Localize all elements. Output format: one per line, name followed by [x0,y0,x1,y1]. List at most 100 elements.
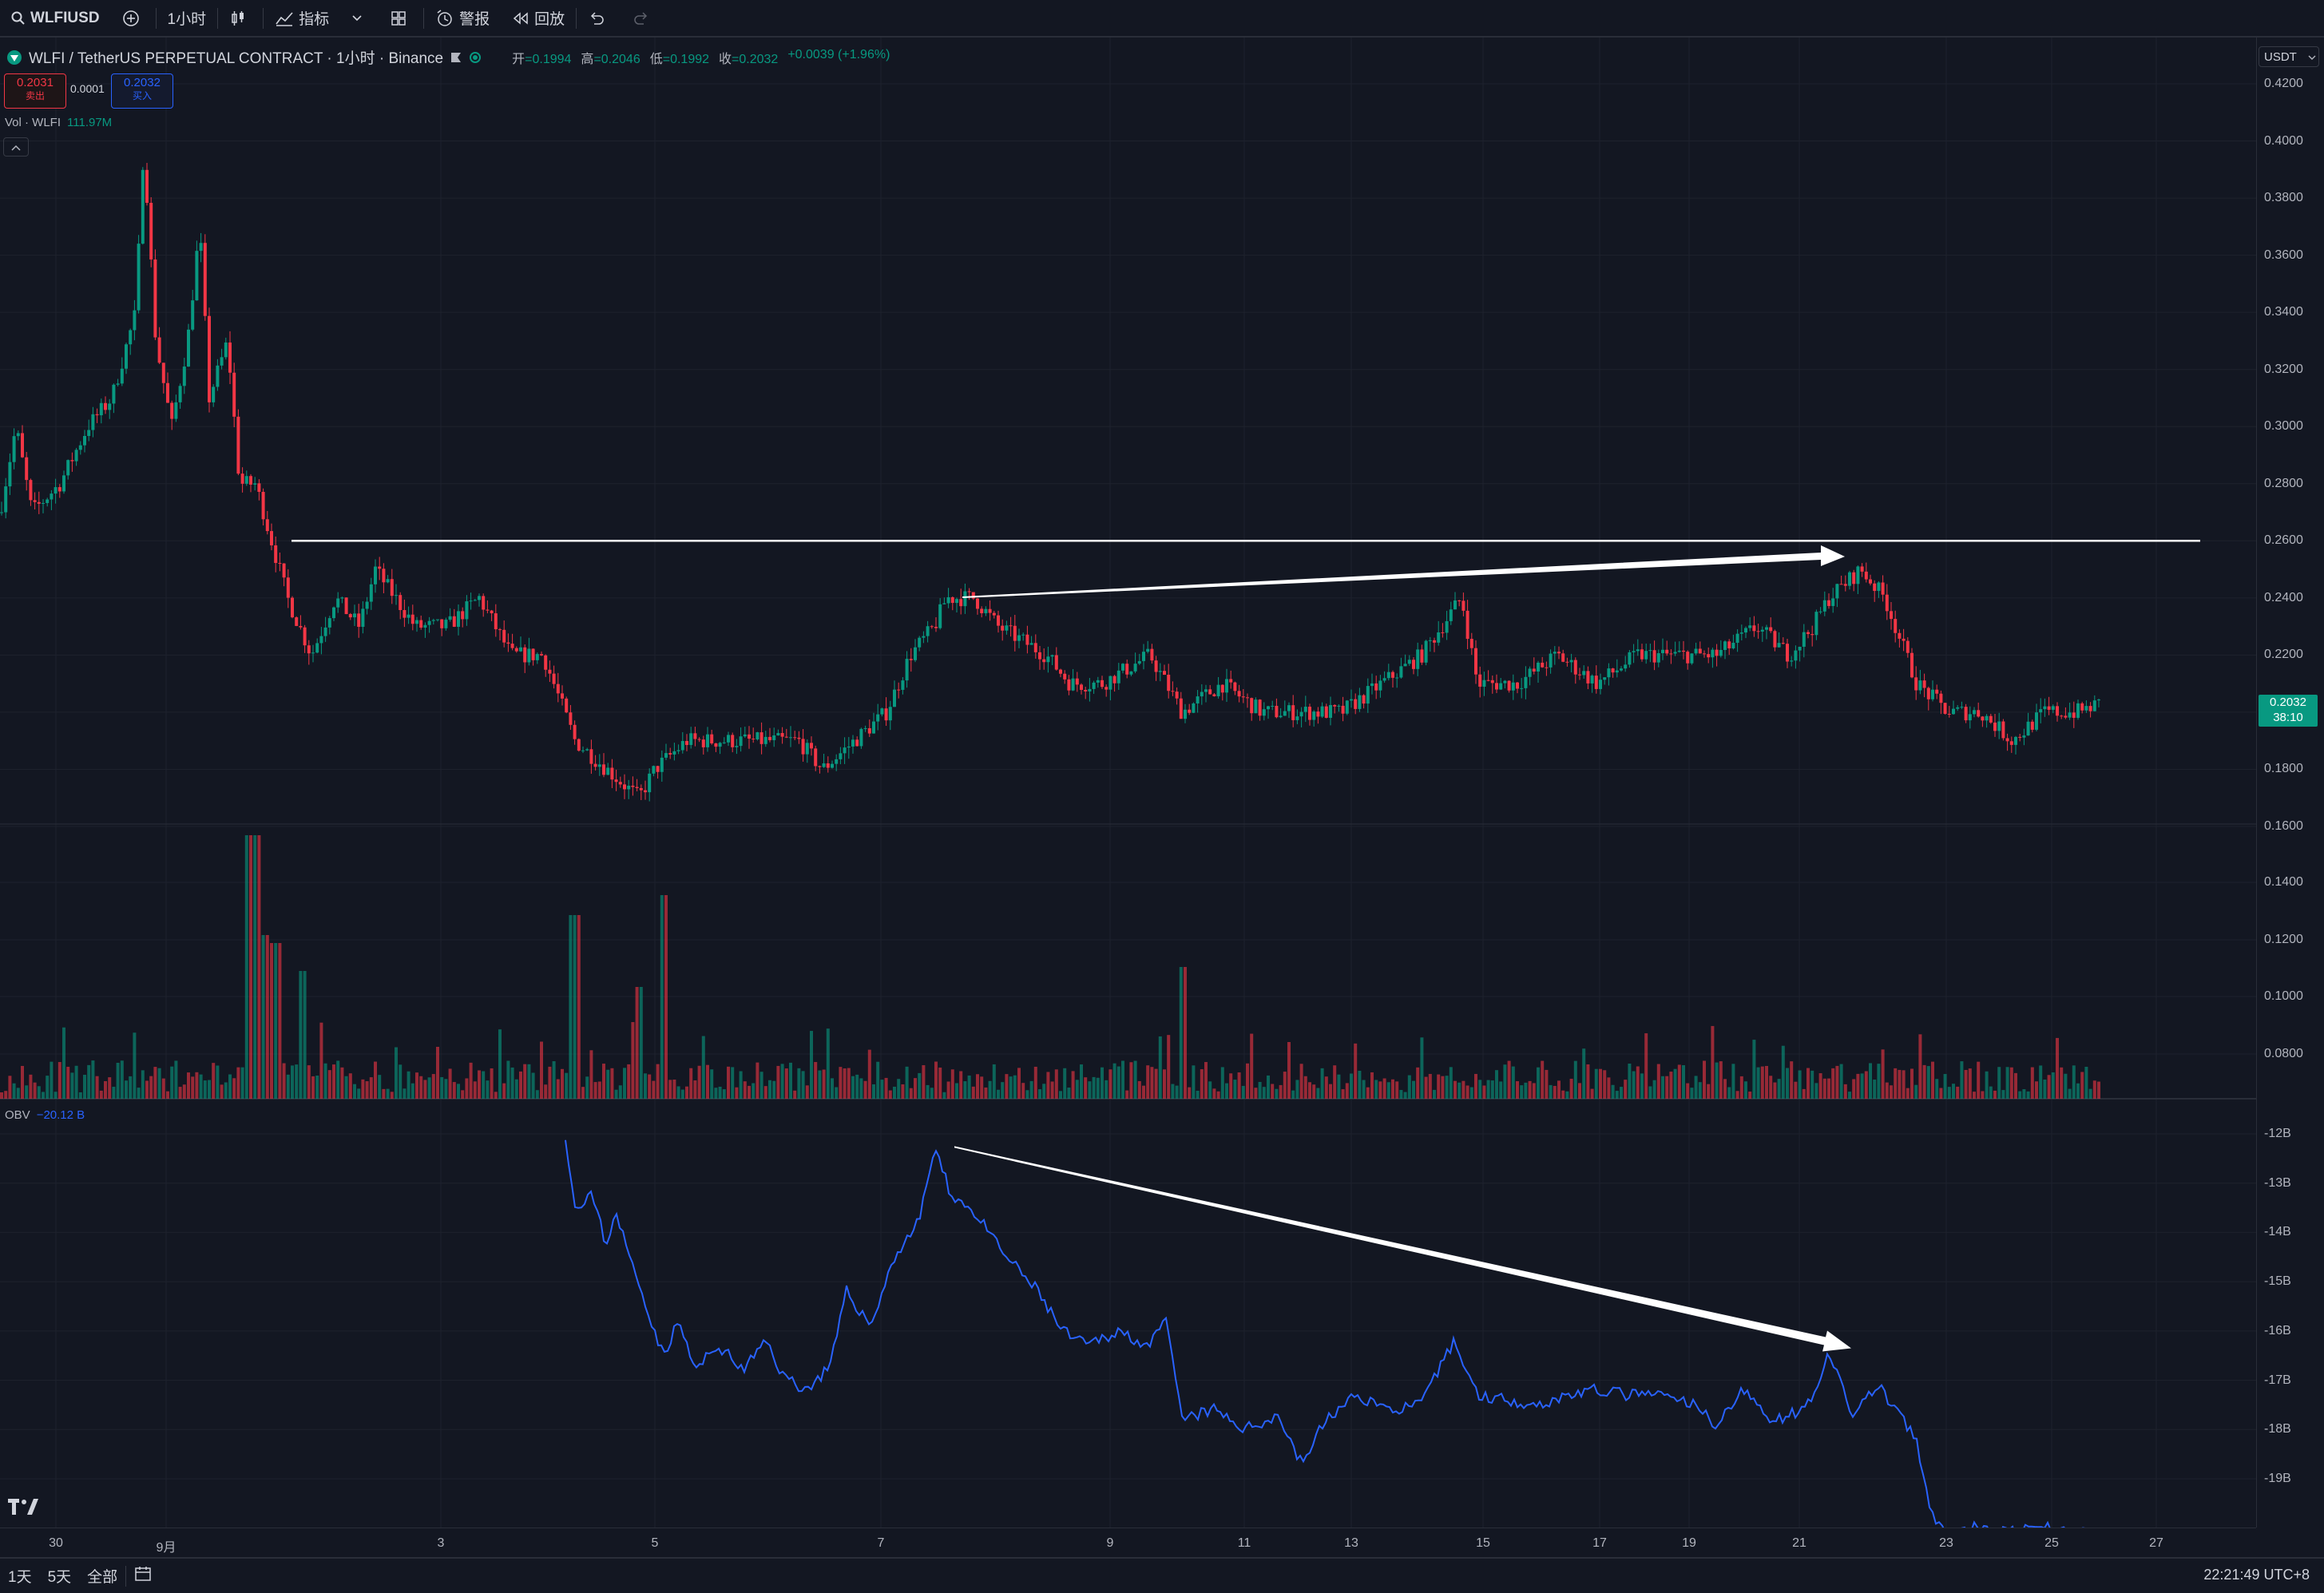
volume-bar [710,1069,714,1099]
volume-bar [25,1085,29,1099]
volume-bar [1121,1060,1124,1099]
volume-bar [1021,1083,1025,1099]
tradingview-logo[interactable] [8,1496,40,1523]
collapse-legend-button[interactable] [3,137,29,157]
candle-body [589,749,593,764]
currency-label: USDT [2264,50,2297,64]
candle-body [108,403,112,410]
candle-body [843,747,847,754]
volume-bar [2018,1091,2022,1099]
candle-body [340,597,344,599]
volume-bar [1063,1068,1067,1099]
candle-body [1287,705,1291,711]
candle-body [660,757,664,772]
volume-bar [693,1080,697,1099]
candle-body [170,402,174,419]
range-1d-button[interactable]: 1天 [8,1569,32,1586]
candle-body [1063,673,1067,680]
candle-body [672,751,676,755]
chevron-down-icon [2308,55,2316,60]
date-tick-label: 19 [1682,1536,1696,1550]
currency-select[interactable]: USDT [2259,46,2319,67]
candle-body [2097,699,2100,701]
indicators-dropdown[interactable] [340,0,379,36]
volume-bar [1354,1043,1358,1099]
price-tick-label: 0.4200 [2264,77,2303,90]
volume-bar [1350,1073,1353,1099]
undo-button[interactable] [577,0,621,36]
candle-body [469,600,473,602]
candle-body [1656,653,1660,663]
candle-body [614,779,618,783]
candle-body [1179,698,1183,719]
volume-bar [1744,1081,1747,1099]
volume-bar [104,1080,107,1099]
symbol-search[interactable]: WLFIUSD [0,0,111,36]
volume-bar [1001,1082,1005,1099]
alert-button[interactable]: 警报 [424,0,501,36]
volume-bar [2030,1067,2034,1099]
volume-bar [797,1068,801,1099]
chart-canvas[interactable] [0,38,2256,1528]
candle-body [872,721,875,734]
volume-bar [752,1083,755,1099]
volume-bar [50,1061,54,1099]
volume-bar [1029,1080,1033,1099]
candle-body [577,739,581,751]
volume-bar [510,1067,514,1099]
volume-bar [291,1065,294,1099]
candle-body [1059,669,1062,674]
candle-body [87,430,91,436]
candle-body [1407,660,1411,664]
candle-body [1382,678,1386,681]
add-symbol-button[interactable] [111,0,156,36]
candle-body [1981,716,1985,721]
price-axis[interactable] [2256,38,2324,1528]
candle-body [1781,643,1785,644]
range-all-button[interactable]: 全部 [87,1569,118,1586]
candle-body [120,368,124,384]
redo-button[interactable] [621,0,666,36]
candle-body [531,648,535,660]
range-5d-button[interactable]: 5天 [47,1569,72,1586]
candle-body [311,652,315,654]
candle-body [1399,666,1403,678]
candle-body [1739,632,1743,634]
interval-button[interactable]: 1小时 [157,0,218,36]
date-range-button[interactable] [126,1566,160,1587]
volume-bar [1137,1080,1141,1099]
price-tick-label: 0.1200 [2264,933,2303,946]
volume-bar [1033,1066,1037,1099]
volume-bar [1703,1060,1706,1099]
candle-body [265,519,269,532]
layout-button[interactable] [379,0,423,36]
candle-body [1698,648,1702,654]
candle-body [789,737,792,739]
candle-body [1964,707,1968,721]
sell-button[interactable]: 0.2031 卖出 [4,73,66,109]
volume-bar [1050,1081,1054,1099]
candle-body [1822,600,1826,612]
volume-bar [1852,1079,1856,1099]
candle-body [1520,688,1524,689]
volume-bar [1146,1065,1150,1099]
volume-bar [270,943,273,1099]
candle-body [133,310,137,331]
candle-body [992,612,996,616]
volume-bar [66,1066,70,1099]
chart-type-button[interactable] [218,0,263,36]
buy-button[interactable]: 0.2032 买入 [111,73,173,109]
volume-bar [727,1066,730,1099]
volume-bar [905,1066,909,1099]
volume-bar [427,1077,431,1099]
candle-body [1790,660,1794,662]
redo-icon [634,11,648,25]
date-axis[interactable] [0,1528,2256,1555]
volume-bar [457,1084,460,1099]
candle-body [83,435,86,446]
candle-body [1989,715,1993,723]
indicators-button[interactable]: 指标 [264,0,340,36]
candle-body [693,733,697,739]
replay-button[interactable]: 回放 [501,0,576,36]
volume-bar [909,1088,913,1099]
